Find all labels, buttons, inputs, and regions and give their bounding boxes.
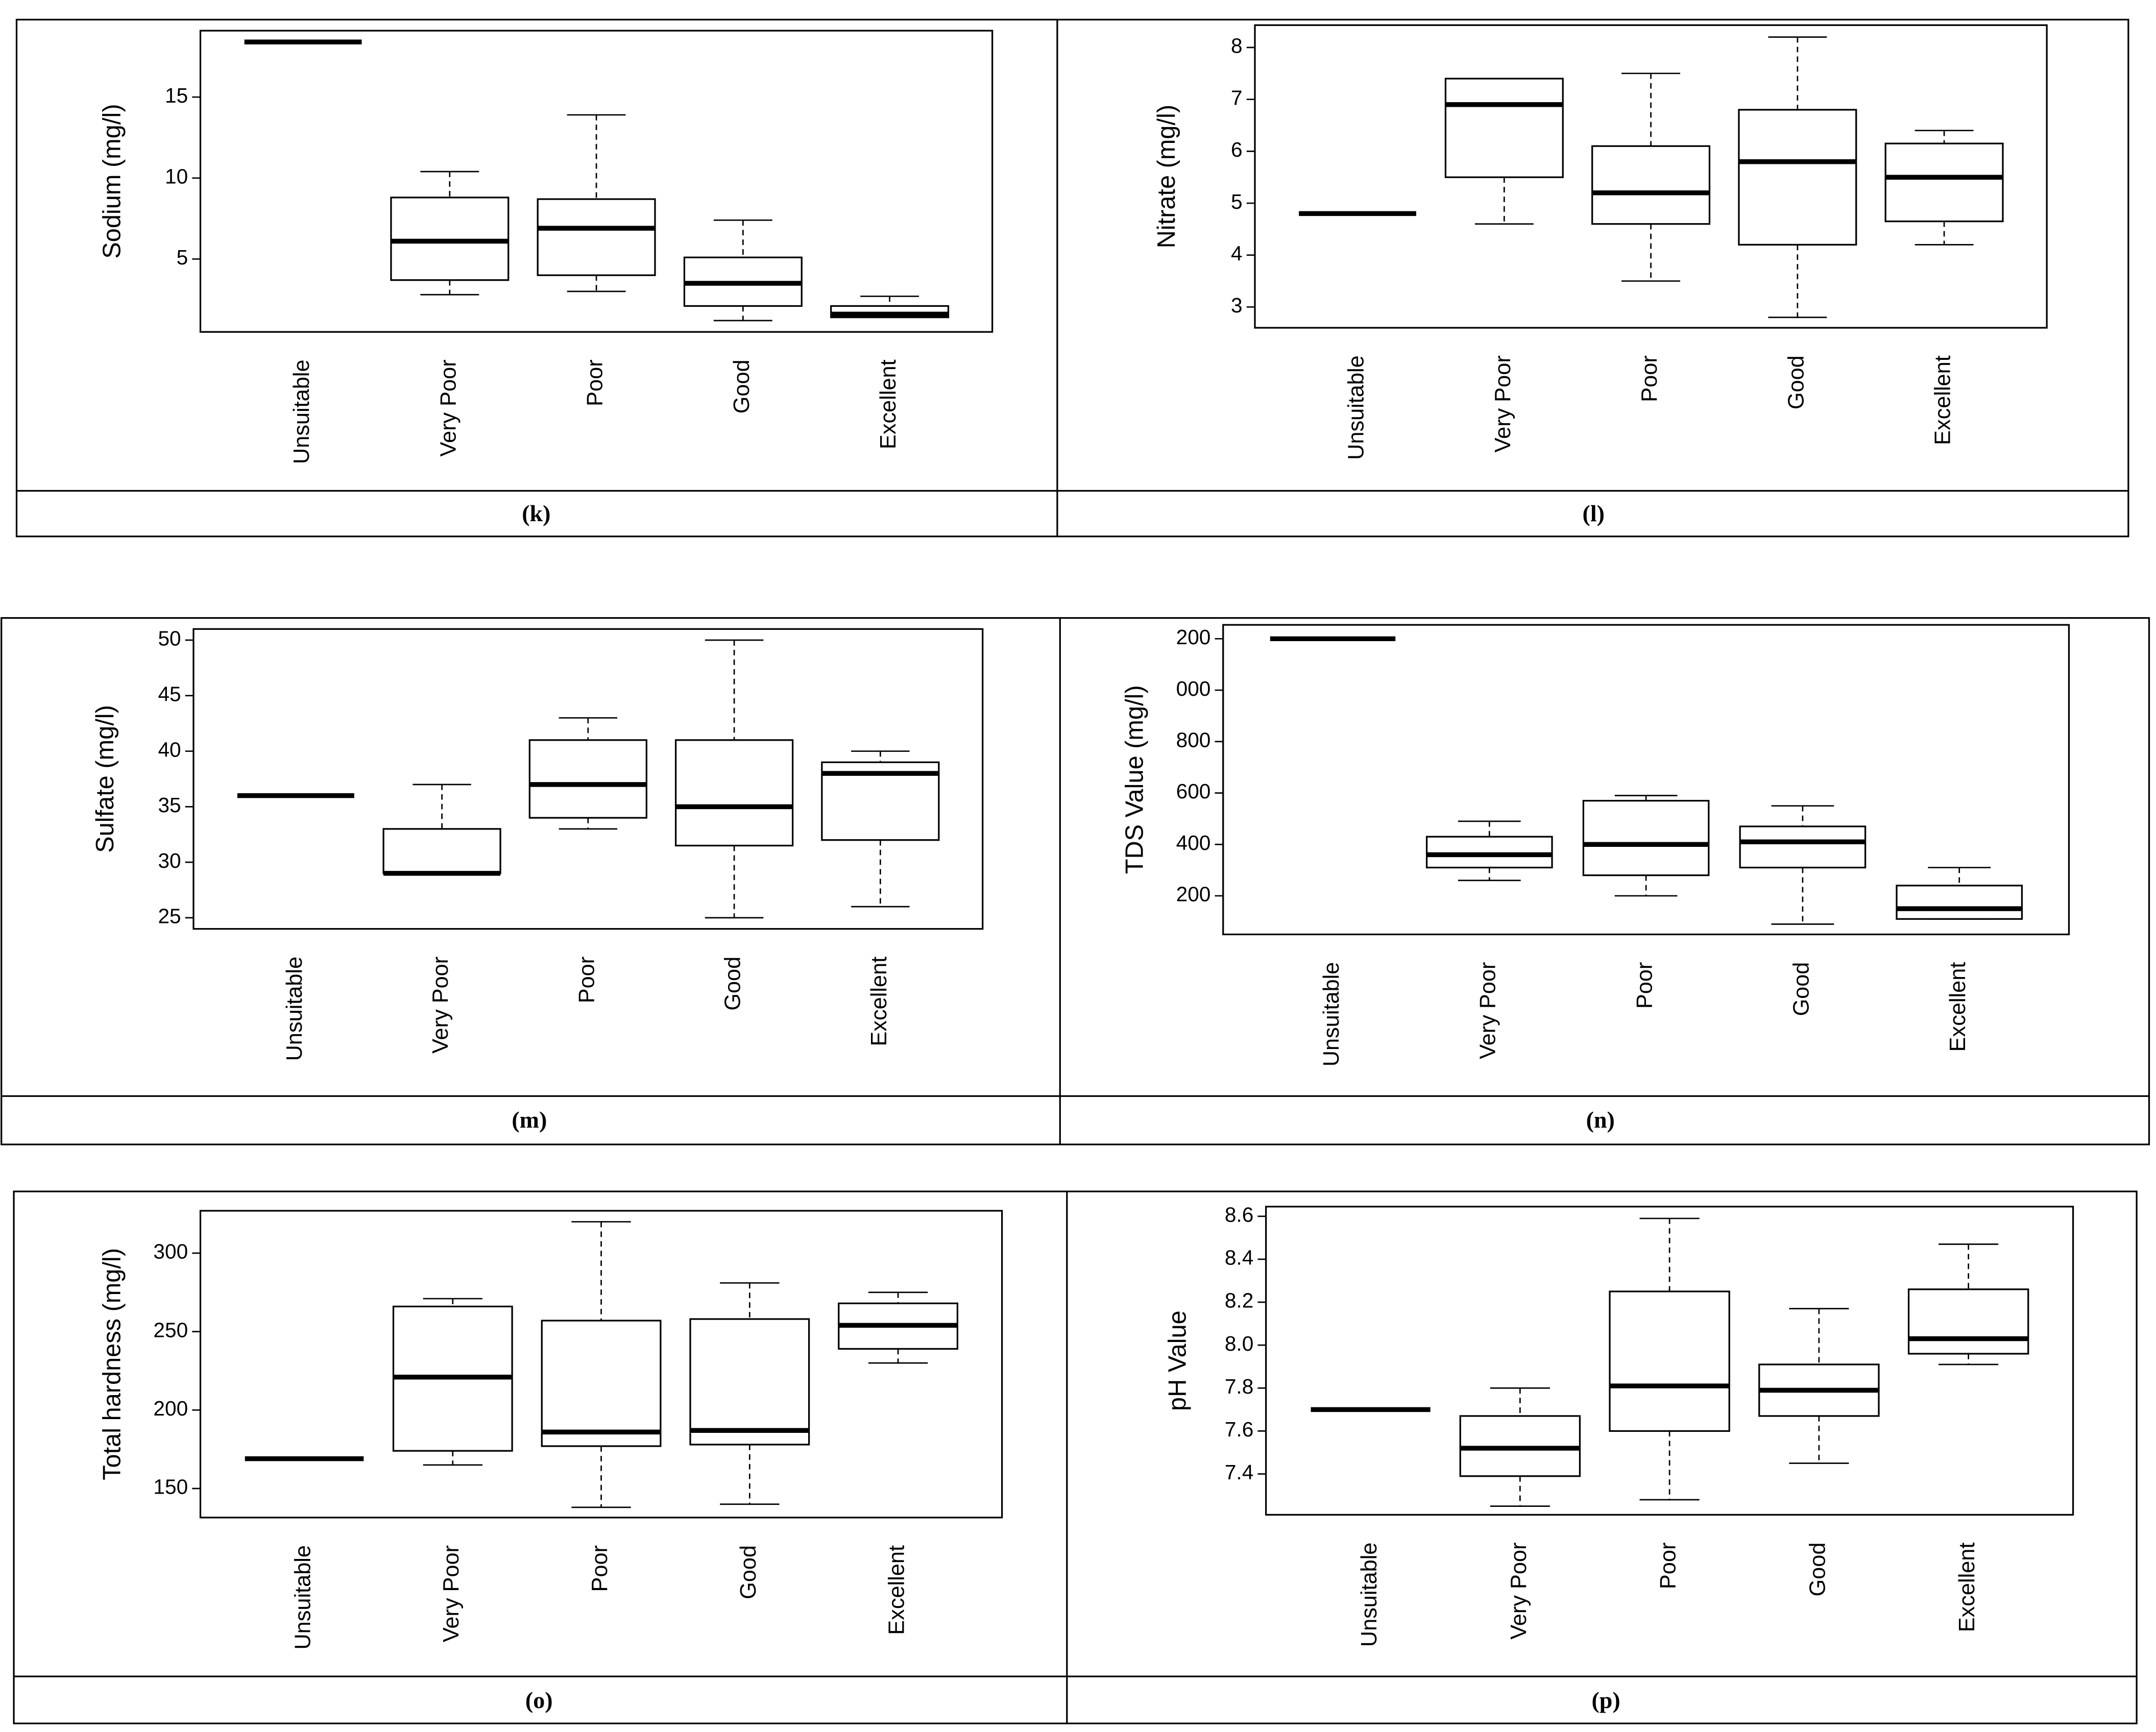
box [1738,109,1857,246]
caption: (n) [1586,1107,1615,1133]
panel-frames [1,18,2150,1724]
x-tick-label: Very Poor [1491,355,1515,452]
x-tick-label: Excellent [1946,962,1970,1052]
y-axis-label: pH Value [1164,1310,1192,1411]
x-tick-label: Unsuitable [1344,355,1369,460]
box [1739,825,1867,869]
x-tick-label: Unsuitable [1357,1543,1382,1647]
box [674,739,794,847]
box [382,828,501,874]
y-tick-label: 200 [1176,625,1211,649]
box [1896,885,2023,920]
frame [1,617,2150,1145]
y-tick-label: 8 [1231,34,1243,58]
y-tick-label: 400 [1176,831,1211,855]
y-tick-label: 8.6 [1225,1203,1253,1226]
y-tick-label: 200 [153,1397,188,1420]
y-axis-label: Sodium (mg/l) [99,104,126,259]
x-tick-label: Good [721,957,745,1011]
box [1884,142,2004,223]
x-tick-label: Poor [1637,355,1662,402]
x-tick-label: Unsuitable [282,957,307,1061]
x-tick-label: Excellent [876,359,901,449]
y-tick-label: 200 [1176,883,1211,906]
y-axis-label: Total hardness (mg/l) [99,1248,126,1480]
x-tick-label: Very Poor [1507,1543,1531,1640]
y-tick-label: 5 [1231,190,1243,213]
x-tick-label: Excellent [1931,355,1955,445]
y-tick-label: 10 [165,165,188,188]
x-tick-label: Poor [1656,1543,1681,1589]
y-tick-label: 50 [158,627,181,650]
y-tick-label: 3 [1231,294,1243,317]
x-tick-label: Good [1805,1543,1830,1597]
y-tick-label: 30 [158,849,181,872]
y-tick-label: 5 [177,246,188,269]
box [1444,78,1564,178]
caption: (m) [512,1107,547,1133]
box [1591,145,1711,225]
x-tick-label: Unsuitable [290,1545,315,1650]
y-tick-label: 000 [1176,677,1211,700]
box [541,1320,662,1447]
y-tick-label: 7.6 [1225,1418,1253,1441]
box [1907,1288,2029,1355]
caption: (p) [1591,1687,1620,1713]
x-tick-label: Poor [588,1545,612,1592]
y-axis-label: Sulfate (mg/l) [91,705,119,853]
box [1582,799,1710,876]
x-tick-label: Very Poor [1476,962,1500,1059]
x-tick-label: Good [1784,355,1808,409]
caption: (l) [1583,500,1605,526]
x-tick-label: Poor [1633,962,1657,1009]
y-tick-label: 8.0 [1225,1332,1253,1355]
x-tick-label: Very Poor [428,957,453,1054]
y-tick-label: 8.4 [1225,1246,1253,1270]
y-axis-label: TDS Value (mg/l) [1121,685,1149,874]
box [1609,1290,1730,1432]
box [1425,836,1553,869]
x-tick-label: Unsuitable [289,359,314,464]
x-tick-label: Good [730,359,754,413]
x-tick-label: Excellent [867,957,891,1046]
x-tick-label: Excellent [885,1545,909,1635]
x-tick-label: Poor [583,359,608,406]
frame [13,1190,2138,1724]
y-tick-label: 40 [158,738,181,761]
y-tick-label: 7 [1231,86,1243,109]
x-tick-label: Very Poor [439,1545,464,1642]
x-tick-label: Unsuitable [1319,962,1344,1067]
y-tick-label: 600 [1176,779,1211,803]
y-tick-label: 250 [153,1318,188,1341]
y-tick-label: 150 [153,1475,188,1499]
y-tick-label: 6 [1231,138,1243,161]
y-tick-label: 15 [165,84,188,107]
y-tick-label: 4 [1231,241,1243,265]
x-tick-label: Very Poor [436,359,461,456]
y-tick-label: 7.8 [1225,1375,1253,1398]
y-tick-label: 35 [158,793,181,817]
y-tick-label: 300 [153,1240,188,1263]
x-tick-label: Poor [574,957,599,1003]
caption: (k) [522,500,550,526]
x-tick-label: Good [1789,962,1813,1016]
box [528,739,647,819]
caption: (o) [525,1687,553,1713]
x-tick-label: Excellent [1955,1543,1979,1632]
frame [15,18,2129,538]
box [689,1318,810,1446]
box [537,198,656,276]
y-tick-label: 7.4 [1225,1460,1253,1484]
y-tick-label: 25 [158,905,181,928]
box [390,197,510,281]
y-tick-label: 45 [158,682,181,705]
y-tick-label: 8.2 [1225,1289,1253,1312]
x-tick-label: Good [736,1545,761,1599]
y-axis-label: Nitrate (mg/l) [1153,105,1180,249]
y-tick-label: 800 [1176,728,1211,751]
